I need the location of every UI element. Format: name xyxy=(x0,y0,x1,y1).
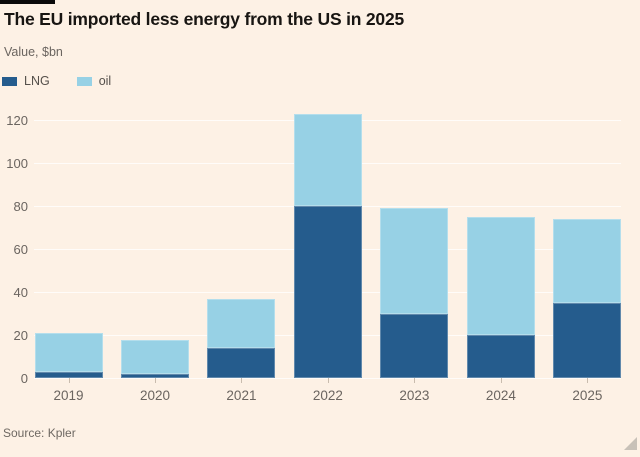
bar-segment-lng-2023 xyxy=(380,313,449,378)
bar-segment-oil-2020 xyxy=(120,340,189,374)
bar-segment-oil-2022 xyxy=(293,113,362,207)
chart-title: The EU imported less energy from the US … xyxy=(4,9,405,29)
bar-segment-lng-2025 xyxy=(553,302,622,378)
x-axis-label-2021: 2021 xyxy=(226,388,257,403)
x-axis-tick-2022 xyxy=(327,378,329,383)
bar-2025 xyxy=(553,0,622,378)
y-axis-label-100: 100 xyxy=(6,156,28,172)
y-axis-label-80: 80 xyxy=(13,199,28,215)
top-rule xyxy=(0,0,55,4)
bar-segment-lng-2020 xyxy=(120,373,189,378)
legend-label-lng: LNG xyxy=(24,74,50,88)
x-axis-label-2024: 2024 xyxy=(485,388,516,403)
source-note: Source: Kpler xyxy=(3,426,76,440)
bar-segment-lng-2019 xyxy=(34,371,103,378)
gridline-0 xyxy=(34,378,621,379)
bar-segment-lng-2022 xyxy=(293,206,362,378)
bar-2023 xyxy=(380,0,449,378)
x-axis-label-2025: 2025 xyxy=(572,388,603,403)
y-axis-label-0: 0 xyxy=(20,371,28,386)
x-axis-label-2022: 2022 xyxy=(312,388,343,403)
x-axis-tick-2021 xyxy=(241,378,243,383)
y-axis-label-20: 20 xyxy=(13,328,28,344)
y-axis-label-40: 40 xyxy=(13,285,28,301)
x-axis-tick-2020 xyxy=(154,378,156,383)
bar-segment-lng-2021 xyxy=(207,347,276,378)
x-axis-tick-2019 xyxy=(68,378,70,383)
legend-item-lng: LNG xyxy=(2,74,50,88)
chart-subtitle: Value, $bn xyxy=(4,45,63,59)
x-axis-tick-2023 xyxy=(414,378,416,383)
y-axis-label-120: 120 xyxy=(6,113,28,129)
resize-handle-icon[interactable] xyxy=(624,437,637,450)
oil-swatch-icon xyxy=(76,76,92,86)
bar-2021 xyxy=(207,0,276,378)
legend-label-oil: oil xyxy=(98,74,112,88)
x-axis-label-2020: 2020 xyxy=(139,388,170,403)
bar-2022 xyxy=(293,0,362,378)
chart-legend: LNG oil xyxy=(2,74,111,88)
legend-item-oil: oil xyxy=(76,74,112,88)
lng-swatch-icon xyxy=(2,76,17,86)
bar-segment-oil-2021 xyxy=(207,298,276,348)
bar-2020 xyxy=(120,0,189,378)
x-axis-tick-2025 xyxy=(587,378,589,383)
bar-segment-oil-2024 xyxy=(466,216,535,336)
bar-segment-oil-2019 xyxy=(34,332,103,372)
x-axis-tick-2024 xyxy=(500,378,502,383)
x-axis-label-2023: 2023 xyxy=(399,388,430,403)
bar-2019 xyxy=(34,0,103,378)
bar-segment-lng-2024 xyxy=(466,335,535,378)
bar-segment-oil-2023 xyxy=(380,208,449,314)
bar-2024 xyxy=(466,0,535,378)
bar-segment-oil-2025 xyxy=(553,219,622,303)
x-axis-label-2019: 2019 xyxy=(53,388,84,403)
y-axis-label-60: 60 xyxy=(13,242,28,258)
